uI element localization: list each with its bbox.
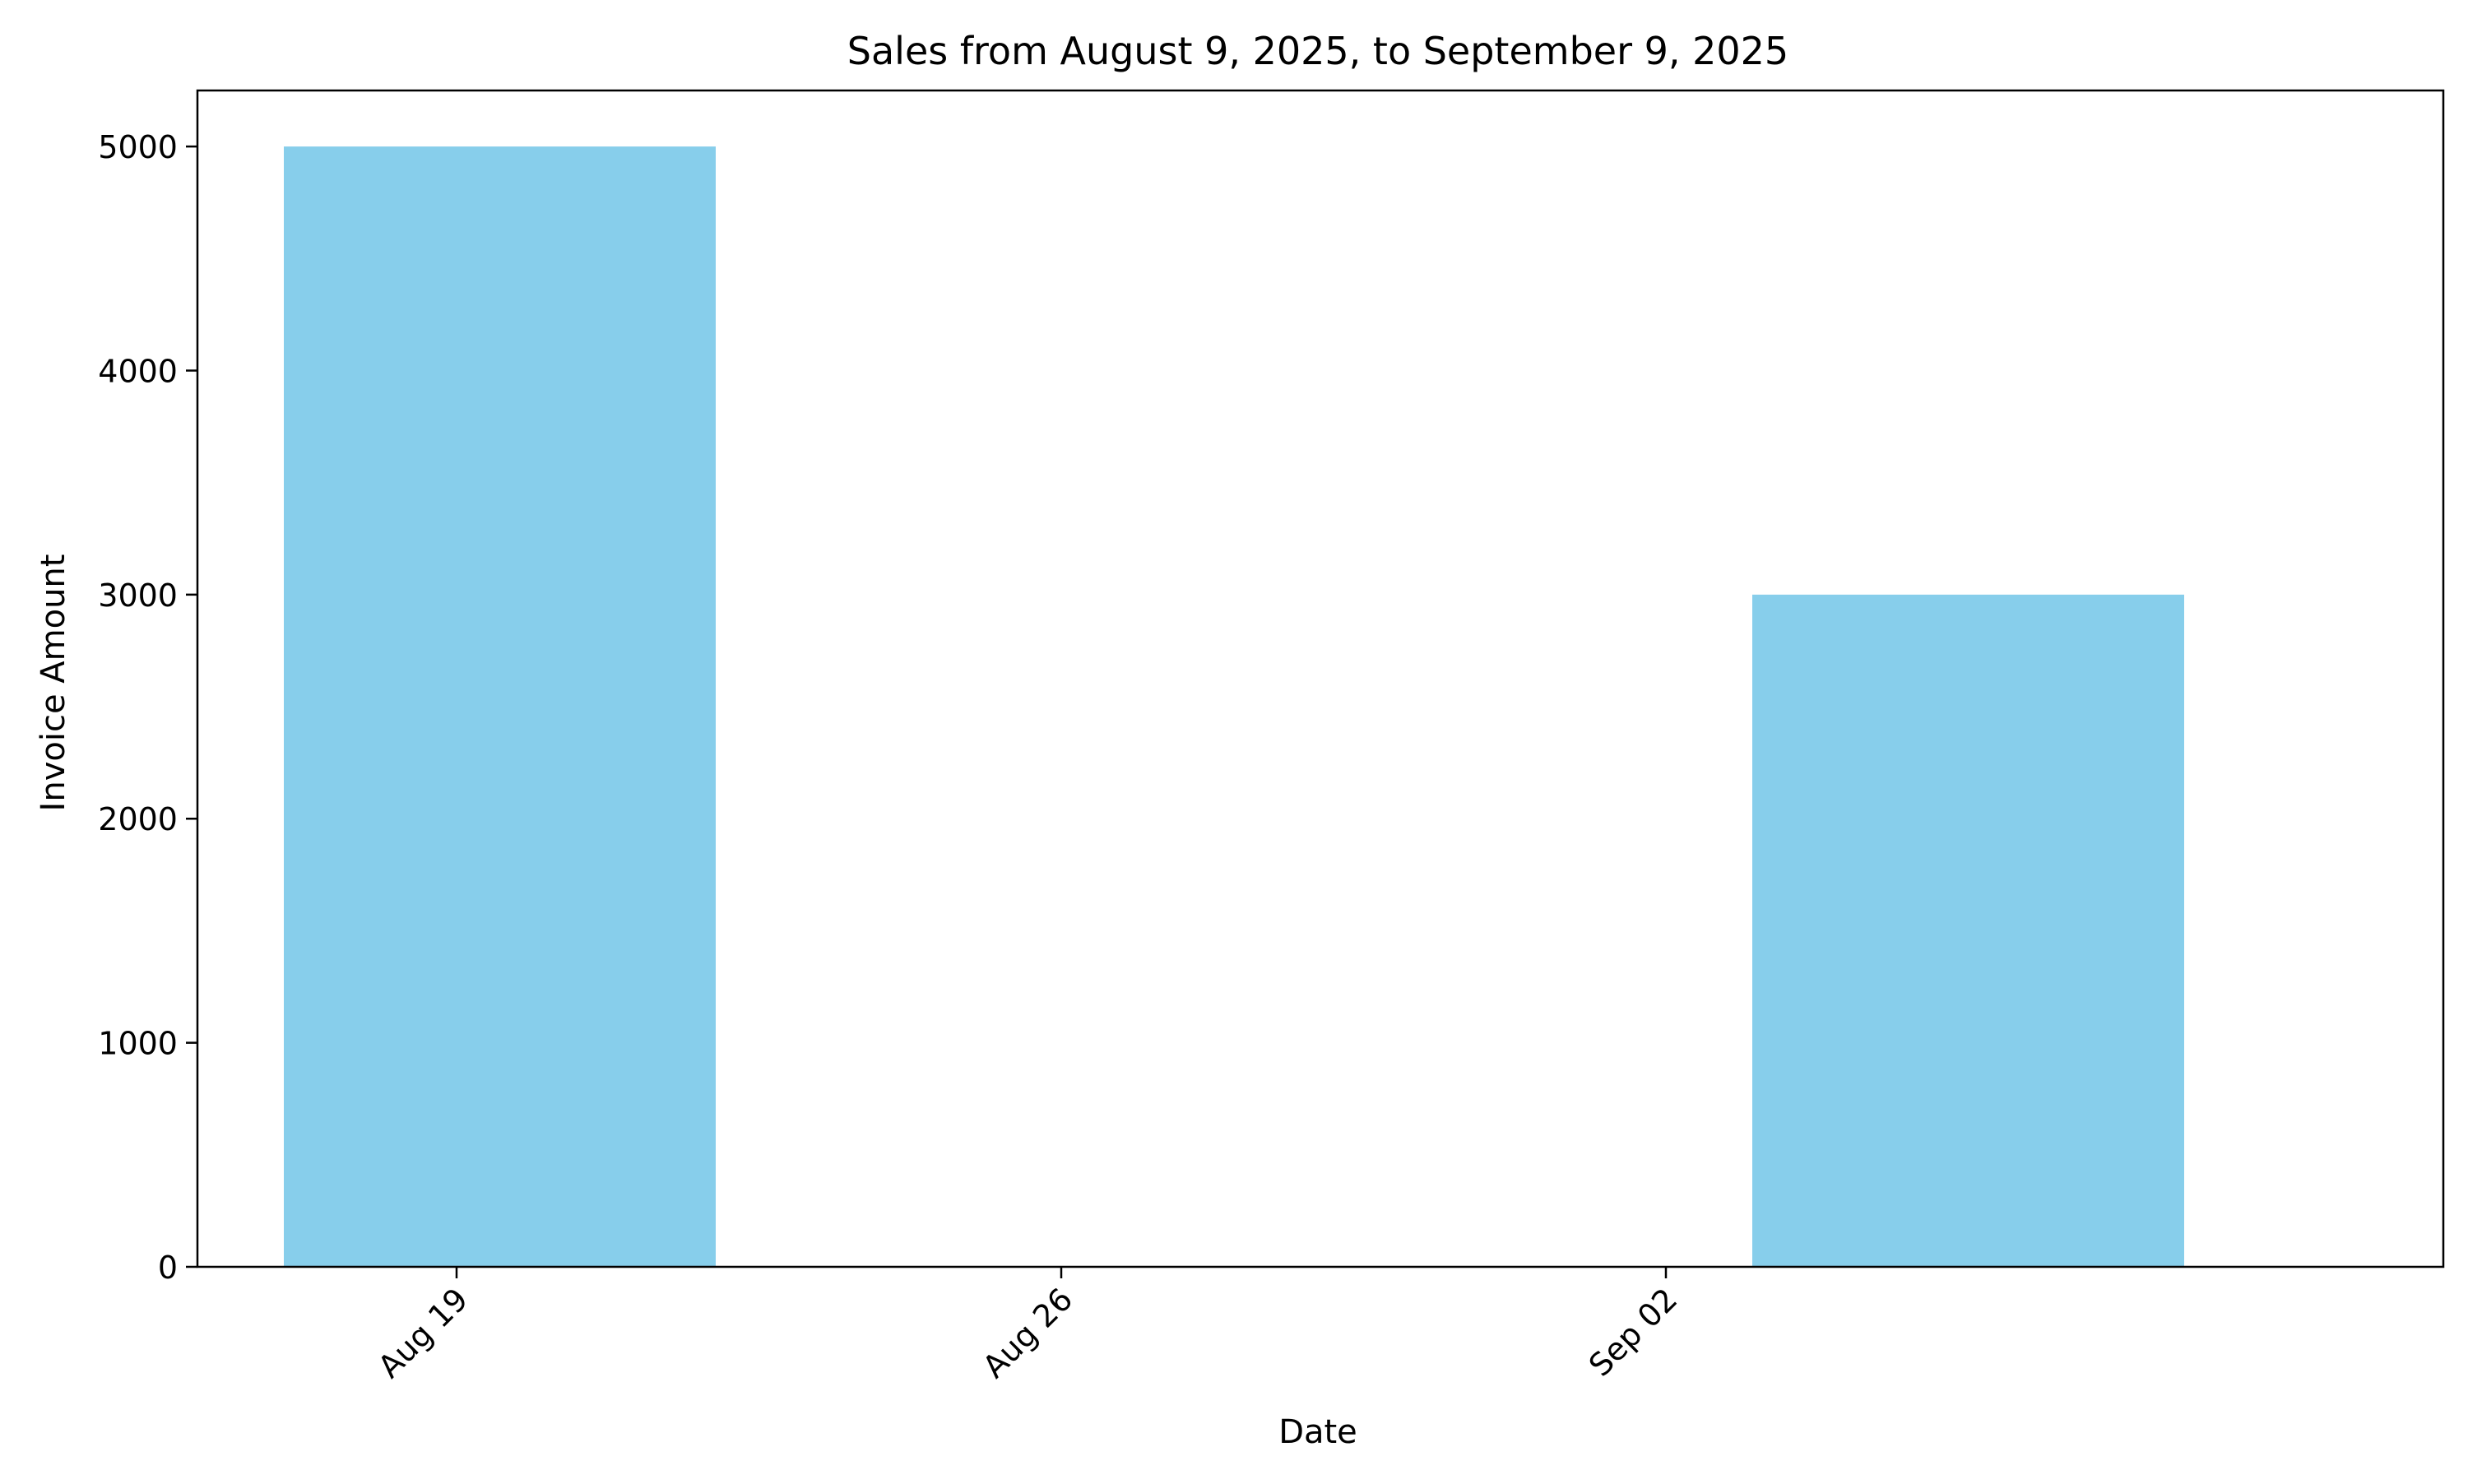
y-tick-label-4000: 4000: [98, 353, 178, 389]
y-tick-label-1000: 1000: [98, 1026, 178, 1062]
y-tick-label-2000: 2000: [98, 801, 178, 837]
plot-area: 0 1000 2000 3000 4000 5000 Aug 19 Aug 26 Sep 02: [98, 89, 2445, 1385]
y-tick-label-0: 0: [158, 1250, 178, 1286]
y-tick-label-3000: 3000: [98, 577, 178, 614]
plot-frame: [196, 89, 2445, 1268]
x-axis-label: Date: [1278, 1413, 1357, 1451]
bar-2025-08-17: [284, 146, 716, 1268]
chart-title: Sales from August 9, 2025, to September …: [847, 29, 1788, 73]
x-tick-label-aug-26: Aug 26: [976, 1281, 1079, 1384]
y-axis-label: Invoice Amount: [35, 554, 72, 812]
y-tick-label-5000: 5000: [98, 129, 178, 165]
x-tick-label-aug-19: Aug 19: [371, 1281, 475, 1384]
bar-2025-09-03: [1752, 594, 2184, 1267]
x-tick-label-sep-02: Sep 02: [1582, 1281, 1684, 1383]
